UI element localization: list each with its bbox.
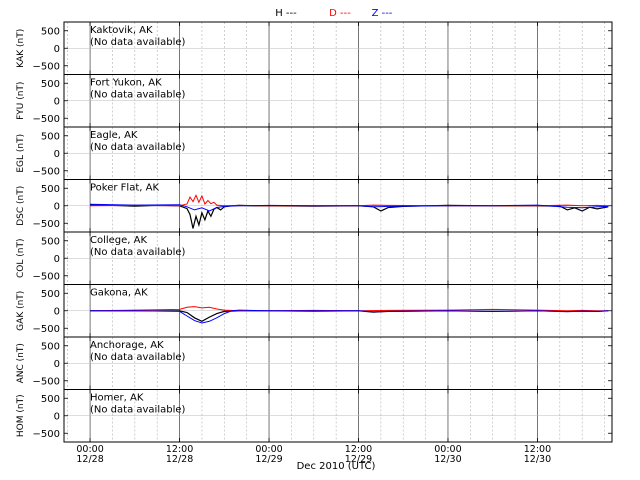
y-tick-label: 500 <box>41 26 60 37</box>
legend-item-d: D --- <box>329 8 351 19</box>
x-tick-date-label: 12/28 <box>76 454 103 465</box>
y-tick-label: −500 <box>33 429 60 440</box>
panel-anc: 500 0 −500 ANC (nT) Anchorage, AK(No data av… <box>16 336 613 390</box>
panel-dsc: 500 0 −500 DSC (nT) Poker Flat, AK <box>16 179 613 233</box>
y-tick-label: 0 <box>54 44 60 55</box>
y-tick-label: 500 <box>41 79 60 90</box>
legend: H --- D --- Z --- <box>275 8 393 19</box>
panel-kak: 500 0 −500 KAK (nT) Kaktovik, AK(No data ava… <box>16 21 613 75</box>
y-tick-label: 0 <box>54 359 60 370</box>
series-line-h <box>90 204 609 229</box>
series-line-z <box>90 309 609 324</box>
no-data-note: (No data available) <box>90 142 186 153</box>
legend-item-h: H --- <box>275 8 297 19</box>
y-axis-label: EGL (nT) <box>16 134 26 173</box>
x-tick-time-label: 00:00 <box>255 444 282 455</box>
y-axis-label: COL (nT) <box>16 239 26 278</box>
panel-egl: 500 0 −500 EGL (nT) Eagle, AK(No data availa… <box>16 126 613 180</box>
x-tick-time-label: 12:00 <box>345 444 372 455</box>
x-axis-label: Dec 2010 (UTC) <box>297 461 376 472</box>
station-name: Fort Yukon, AK <box>90 78 162 89</box>
station-name: Kaktovik, AK <box>90 25 153 36</box>
no-data-note: (No data available) <box>90 352 186 363</box>
y-tick-label: −500 <box>33 219 60 230</box>
y-tick-label: 500 <box>41 131 60 142</box>
no-data-note: (No data available) <box>90 247 186 258</box>
y-tick-label: 500 <box>41 289 60 300</box>
y-axis-label: ANC (nT) <box>16 343 26 383</box>
x-tick-time-label: 00:00 <box>434 444 461 455</box>
y-tick-label: −500 <box>33 114 60 125</box>
y-tick-label: −500 <box>33 324 60 335</box>
station-name: College, AK <box>90 235 148 246</box>
y-tick-label: −500 <box>33 61 60 72</box>
x-tick-date-label: 12/30 <box>524 454 551 465</box>
series-line-z <box>90 203 609 212</box>
x-tick-date-label: 12/29 <box>345 454 372 465</box>
x-tick-date-label: 12/30 <box>434 454 461 465</box>
station-name: Eagle, AK <box>90 130 138 141</box>
station-name: Homer, AK <box>90 393 144 404</box>
no-data-note: (No data available) <box>90 90 186 101</box>
y-tick-label: −500 <box>33 376 60 387</box>
y-tick-label: 0 <box>54 201 60 212</box>
station-name: Anchorage, AK <box>90 340 164 351</box>
no-data-note: (No data available) <box>90 405 186 416</box>
y-tick-label: 500 <box>41 394 60 405</box>
y-tick-label: −500 <box>33 271 60 282</box>
x-tick-date-label: 12/29 <box>255 454 282 465</box>
x-axis: 00:0012/2812:0012/2800:0012/2912:0012/29… <box>76 444 551 465</box>
y-axis-label: HOM (nT) <box>16 394 26 437</box>
y-tick-label: 0 <box>54 254 60 265</box>
y-axis-label: DSC (nT) <box>16 186 26 226</box>
panel-fyu: 500 0 −500 FYU (nT) Fort Yukon, AK(No data a… <box>16 74 613 128</box>
panel-hom: 500 0 −500 HOM (nT) Homer, AK(No data availa… <box>16 389 613 443</box>
y-tick-label: 500 <box>41 341 60 352</box>
y-axis-label: KAK (nT) <box>16 29 26 68</box>
no-data-note: (No data available) <box>90 37 186 48</box>
series-line-h <box>90 310 609 322</box>
series-line-d <box>90 306 609 312</box>
series-line-d <box>90 194 609 207</box>
x-tick-time-label: 00:00 <box>76 444 103 455</box>
x-tick-time-label: 12:00 <box>524 444 551 455</box>
y-axis-label: GAK (nT) <box>16 291 26 331</box>
x-tick-time-label: 12:00 <box>166 444 193 455</box>
panel-gak: 500 0 −500 GAK (nT) Gakona, AK <box>16 284 613 338</box>
station-name: Poker Flat, AK <box>90 183 159 194</box>
y-tick-label: 0 <box>54 149 60 160</box>
y-tick-label: 0 <box>54 411 60 422</box>
legend-item-z: Z --- <box>372 8 393 19</box>
panel-col: 500 0 −500 COL (nT) College, AK(No data avai… <box>16 231 613 285</box>
y-tick-label: 500 <box>41 236 60 247</box>
y-axis-label: FYU (nT) <box>16 82 26 120</box>
y-tick-label: 0 <box>54 96 60 107</box>
station-name: Gakona, AK <box>90 288 148 299</box>
y-tick-label: 0 <box>54 306 60 317</box>
y-tick-label: −500 <box>33 166 60 177</box>
x-tick-date-label: 12/28 <box>166 454 193 465</box>
y-tick-label: 500 <box>41 184 60 195</box>
